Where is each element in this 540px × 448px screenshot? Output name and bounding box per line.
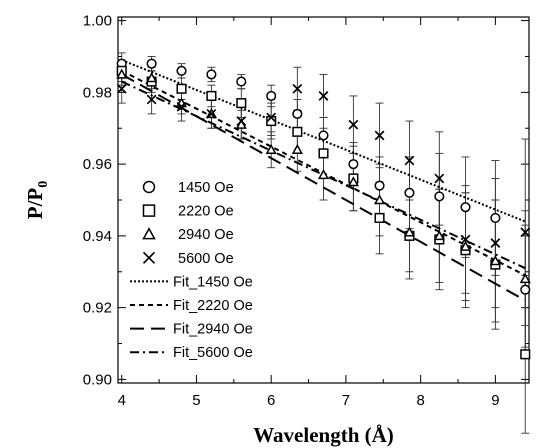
fit-line xyxy=(121,73,526,302)
marker-circle xyxy=(348,159,359,170)
x-tick-label: 5 xyxy=(192,392,200,409)
marker-circle xyxy=(318,130,329,141)
marker-circle xyxy=(292,108,303,119)
marker-circle xyxy=(266,90,277,101)
legend-label: Fit_2940 Oe xyxy=(173,322,253,338)
marker-square xyxy=(142,204,156,217)
y-axis-title: P/P0 xyxy=(23,181,51,220)
marker-triangle xyxy=(489,255,501,266)
marker-x xyxy=(142,251,156,264)
marker-triangle xyxy=(347,176,359,187)
x-tick-label: 9 xyxy=(491,392,499,409)
legend-label: Fit_5600 Oe xyxy=(173,345,253,361)
marker-triangle xyxy=(519,273,531,284)
marker-circle xyxy=(374,180,385,191)
y-tick-label: 0.98 xyxy=(83,84,112,101)
marker-triangle xyxy=(459,240,472,251)
y-tick-label: 1.00 xyxy=(83,13,112,30)
marker-x xyxy=(348,119,359,130)
legend-label: Fit_1450 Oe xyxy=(173,274,253,290)
marker-triangle xyxy=(433,230,445,241)
legend-label: 1450 Oe xyxy=(178,180,234,196)
y-tick-label: 0.90 xyxy=(83,371,112,388)
marker-circle xyxy=(460,202,471,213)
marker-triangle xyxy=(265,143,277,154)
marker-x xyxy=(404,155,415,166)
legend-label: Fit_2220 Oe xyxy=(173,298,253,314)
legend-label: 2220 Oe xyxy=(178,204,234,220)
marker-circle xyxy=(146,58,157,69)
fit-line xyxy=(121,59,526,223)
y-axis-title-subscript: 0 xyxy=(36,181,51,188)
legend-label: 5600 Oe xyxy=(178,251,234,267)
legend: 1450 Oe 2220 Oe 2940 Oe 5600 Oe Fit_1450 Oe F… xyxy=(130,180,253,361)
marker-x xyxy=(490,238,501,248)
marker-triangle xyxy=(317,169,330,180)
marker-x xyxy=(236,116,247,126)
legend-label: 2940 Oe xyxy=(178,227,234,243)
axis-ticks: 4 5 6 7 8 9 0.90 0.92 0.94 0.96 0.98 1.00 xyxy=(83,13,529,409)
y-axis-title-main: P/P xyxy=(23,188,47,220)
x-tick-label: 6 xyxy=(267,392,275,409)
marker-square xyxy=(520,349,531,360)
marker-x xyxy=(176,101,187,112)
marker-circle xyxy=(490,212,501,223)
marker-circle xyxy=(404,187,415,198)
marker-x xyxy=(146,94,157,105)
marker-x xyxy=(460,234,471,245)
x-axis-title: Wavelength (Å) xyxy=(253,423,394,447)
marker-square xyxy=(176,83,187,94)
y-tick-label: 0.94 xyxy=(83,228,112,245)
y-tick-label: 0.92 xyxy=(83,300,112,317)
marker-square xyxy=(206,90,217,101)
marker-circle xyxy=(206,69,217,80)
marker-triangle xyxy=(142,227,156,240)
x-tick-label: 7 xyxy=(342,392,350,409)
marker-x xyxy=(520,227,531,238)
marker-triangle xyxy=(403,226,416,237)
marker-circle xyxy=(434,191,445,202)
x-tick-label: 4 xyxy=(118,392,126,409)
marker-circle xyxy=(176,65,187,76)
marker-x xyxy=(434,173,445,184)
marker-triangle xyxy=(146,72,158,83)
marker-triangle xyxy=(291,143,303,154)
marker-square xyxy=(236,98,247,109)
marker-triangle xyxy=(116,68,128,79)
marker-x xyxy=(318,91,329,101)
marker-square xyxy=(318,148,329,159)
y-tick-label: 0.96 xyxy=(83,156,112,173)
marker-circle xyxy=(520,284,531,295)
marker-x xyxy=(116,83,127,94)
marker-square xyxy=(374,212,385,223)
marker-square xyxy=(292,126,303,137)
marker-circle xyxy=(236,76,247,87)
marker-triangle xyxy=(373,194,386,205)
data-markers xyxy=(116,58,531,360)
marker-circle xyxy=(142,180,156,194)
axis-labels: Wavelength (Å) P/P0 xyxy=(23,181,394,447)
marker-x xyxy=(292,83,303,94)
marker-x xyxy=(206,108,217,119)
marker-x xyxy=(374,130,385,141)
x-tick-label: 8 xyxy=(416,392,424,409)
marker-x xyxy=(266,112,277,123)
